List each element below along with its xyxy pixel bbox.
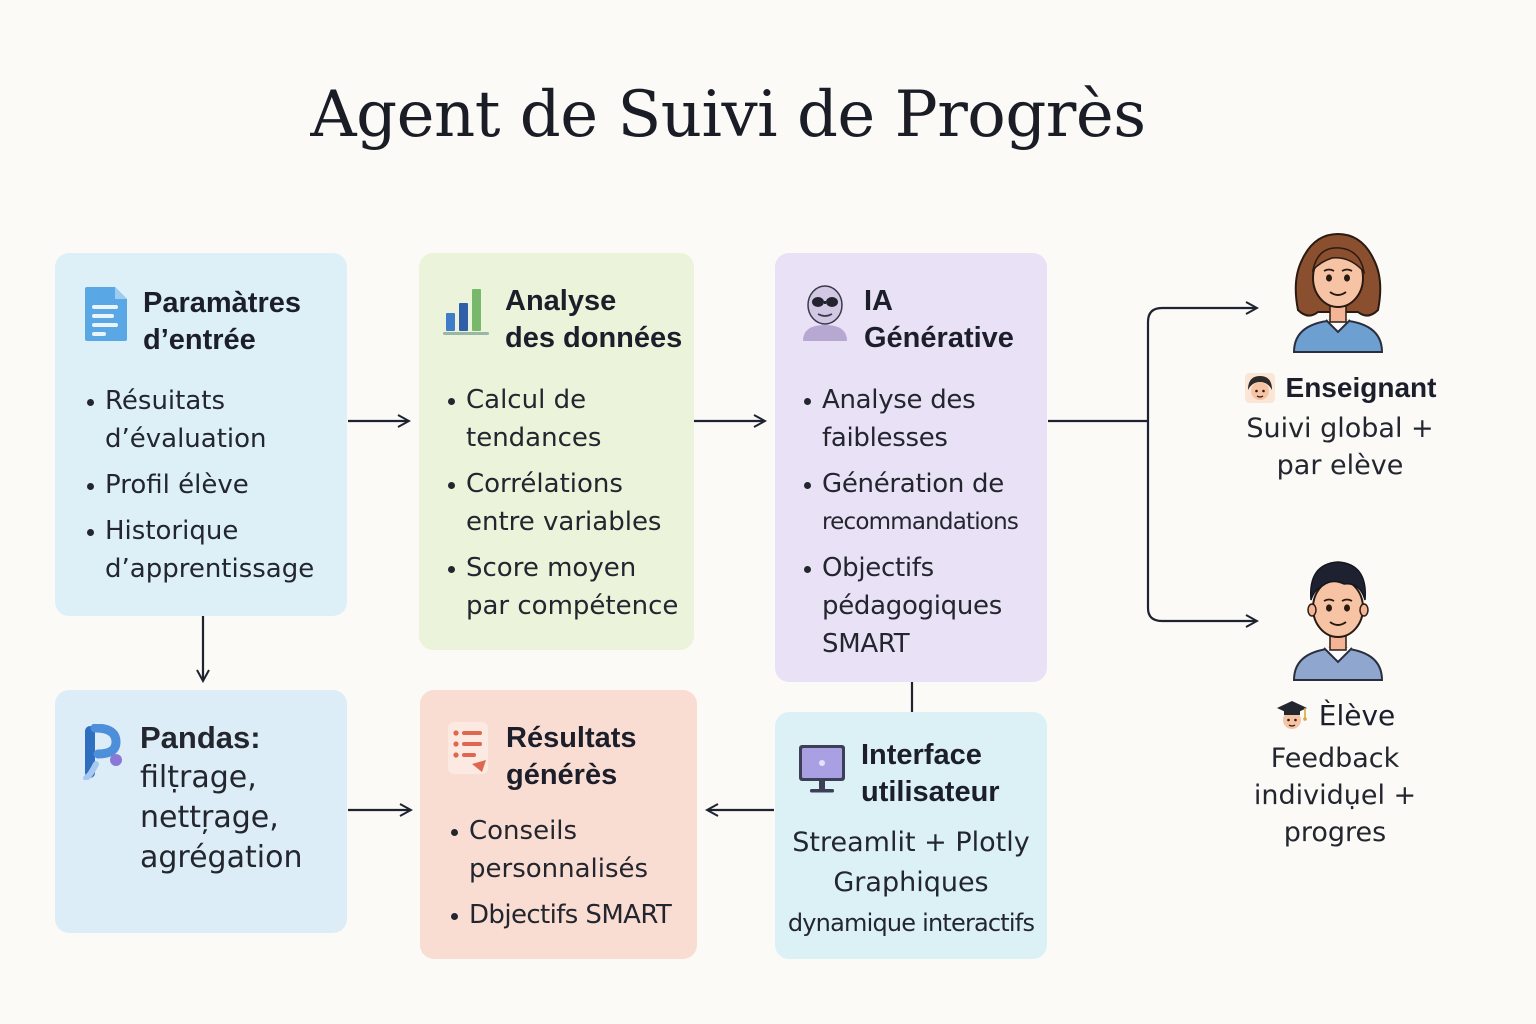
interface-header: Interface utilisateur — [797, 737, 1000, 811]
list-item: Profil élève — [85, 466, 340, 504]
list-item: Corrélations entre variables — [446, 465, 691, 541]
input-title-line-2: d’entrée — [143, 324, 256, 356]
pandas-logo-icon — [83, 724, 122, 780]
list-icon — [448, 722, 488, 774]
monitor-icon — [799, 745, 845, 793]
list-item: Conseils personnalisés — [449, 812, 694, 888]
teacher-avatar — [1292, 232, 1384, 353]
list-item: Score moyen par compétence — [446, 549, 691, 625]
teacher-role-label: Enseignant — [1285, 372, 1437, 403]
teacher-persona: Enseignant Suivi global + par elève — [1220, 372, 1460, 484]
document-icon — [85, 287, 127, 341]
data-analysis-header: Analyse des données — [443, 283, 682, 357]
generative-ai-box — [775, 253, 1047, 682]
robot-icon — [803, 285, 847, 341]
student-role-label: Èlève — [1318, 698, 1396, 732]
list-item: Historique d’apprentissage — [85, 512, 340, 588]
pandas-text: Pandas: filṭrage, nettŗage, agrégation — [140, 720, 303, 875]
student-description: Feedback individụel + progres — [1253, 743, 1417, 848]
ai-bullet-list: Analyse des faiblesses Génération de rec… — [802, 381, 1044, 671]
results-title-line-1: Résultats — [506, 722, 637, 754]
student-avatar — [1292, 561, 1384, 681]
list-item: Résuitats d’évaluation — [85, 382, 340, 458]
diagram-title: Agent de Suivi de Progrès — [310, 78, 1146, 152]
student-persona: Èlève Feedback individụel + progres — [1215, 698, 1455, 851]
analysis-title-line-2: des données — [505, 322, 683, 354]
interface-text: Streamlit + Plotly Graphiques dynamique … — [787, 827, 1035, 937]
student-role: Èlève — [1215, 698, 1455, 732]
input-parameters-header: Paramàtres d’entrée — [83, 285, 301, 359]
list-item: Dbjectifs SMART — [449, 896, 694, 934]
list-item: Calcul de tendances — [446, 381, 691, 457]
list-item: Génération de recommandations — [802, 465, 1044, 541]
list-item: Objectifs pédagogiques SMART — [802, 549, 1044, 663]
arrow-branch-to-student — [1146, 421, 1256, 621]
results-header: Résultats générès — [446, 720, 637, 794]
input-bullet-list: Résuitats d’évaluation Profil élève Hist… — [85, 382, 340, 596]
analysis-bullet-list: Calcul de tendances Corrélations entre v… — [446, 381, 691, 633]
bar-chart-icon — [443, 289, 489, 335]
graduation-cap-icon — [1276, 701, 1307, 729]
analysis-title-line-1: Analyse — [505, 285, 617, 317]
teacher-description: Suivi global + par elève — [1246, 413, 1434, 481]
teacher-face-icon — [1244, 373, 1275, 403]
ai-title-line-2: Générative — [864, 322, 1014, 354]
interface-title-line-2: utilisateur — [861, 776, 1000, 808]
input-title-line-1: Paramàtres — [143, 287, 301, 319]
interface-title-line-1: Interface — [861, 739, 982, 771]
pandas-title: Pandas: — [140, 720, 261, 755]
list-item: Analyse des faiblesses — [802, 381, 1044, 457]
ai-title-line-1: IA — [864, 285, 893, 317]
results-title-line-2: générès — [506, 759, 618, 791]
teacher-role: Enseignant — [1220, 372, 1460, 404]
arrow-branch-to-teacher — [1146, 308, 1256, 421]
results-bullet-list: Conseils personnalisés Dbjectifs SMART — [449, 812, 694, 942]
generative-ai-header: IA Générative — [800, 283, 1014, 357]
